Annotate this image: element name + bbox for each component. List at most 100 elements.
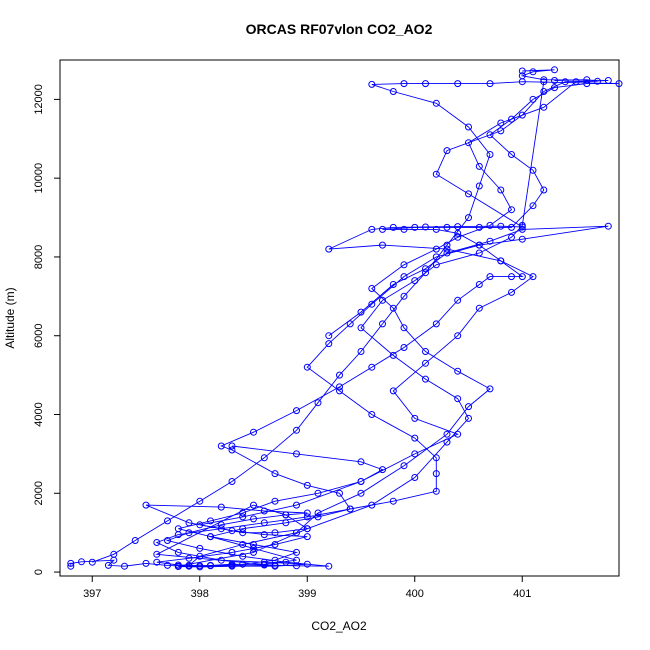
data-point — [411, 277, 419, 285]
data-point — [615, 80, 623, 88]
y-axis-label: Altitude (m) — [3, 287, 17, 348]
data-point — [443, 430, 451, 438]
data-point — [454, 223, 462, 231]
data-point — [196, 552, 204, 560]
data-point — [518, 235, 526, 243]
x-tick-label: 401 — [513, 588, 531, 600]
data-point — [250, 515, 257, 523]
data-point — [400, 324, 408, 332]
data-point — [357, 308, 365, 316]
data-point — [540, 103, 548, 111]
data-point — [454, 332, 462, 340]
data-point — [540, 186, 548, 194]
data-point — [110, 550, 118, 558]
data-point — [239, 529, 247, 537]
x-axis: 397 398 399 400 401 — [83, 575, 531, 600]
data-point — [121, 562, 128, 570]
data-point — [314, 399, 322, 407]
data-point — [293, 548, 300, 556]
data-point — [497, 186, 505, 194]
data-point — [508, 223, 515, 231]
data-point — [508, 233, 515, 241]
data-point — [153, 539, 161, 546]
data-point — [325, 332, 333, 340]
data-point — [164, 561, 171, 569]
data-point — [357, 478, 365, 485]
data-point — [185, 554, 193, 562]
data-point — [475, 182, 483, 190]
y-tick-label: 12000 — [33, 84, 45, 115]
y-tick-label: 6000 — [33, 323, 45, 347]
series-line — [155, 69, 609, 567]
data-point — [475, 241, 483, 249]
data-point — [389, 88, 397, 95]
data-point — [303, 560, 311, 568]
x-tick-label: 398 — [191, 588, 209, 600]
data-point — [303, 525, 311, 533]
data-point — [239, 509, 247, 517]
data-point — [88, 558, 96, 566]
data-point — [518, 225, 526, 233]
data-point — [594, 77, 601, 85]
y-axis: 0 2000 4000 6000 8000 10000 12000 — [33, 84, 61, 575]
data-point — [250, 544, 257, 552]
data-point — [346, 320, 354, 328]
data-point — [250, 428, 257, 436]
data-point — [336, 371, 343, 379]
data-point — [379, 466, 386, 474]
data-point — [497, 119, 505, 127]
data-point — [368, 300, 376, 308]
data-point — [217, 442, 225, 450]
data-point — [379, 241, 386, 249]
data-point — [432, 225, 440, 233]
data-point — [400, 462, 408, 470]
data-point — [411, 434, 419, 442]
data-point — [551, 66, 558, 74]
data-point — [389, 351, 397, 359]
data-point — [475, 281, 483, 288]
data-point — [540, 88, 548, 95]
series-line — [178, 81, 545, 567]
data-point — [325, 562, 333, 570]
data-point — [239, 513, 247, 521]
data-point — [282, 511, 290, 519]
chart-title: ORCAS RF07vlon CO2_AO2 — [246, 21, 433, 37]
data-point — [400, 292, 408, 300]
data-point — [196, 544, 204, 552]
data-point — [486, 273, 494, 281]
data-point — [400, 261, 408, 269]
data-point — [486, 237, 494, 245]
data-point — [250, 541, 257, 548]
data-point — [475, 223, 483, 231]
data-point — [250, 501, 257, 509]
data-point — [303, 481, 311, 489]
data-point — [465, 214, 472, 222]
data-point — [518, 67, 526, 75]
data-point — [432, 487, 440, 495]
data-point — [389, 497, 397, 505]
data-point — [368, 225, 376, 233]
data-point — [389, 281, 397, 288]
data-point — [432, 170, 440, 178]
data-point — [346, 505, 354, 513]
data-point — [518, 273, 526, 281]
data-point — [475, 304, 483, 312]
data-point — [379, 320, 386, 328]
data-point — [454, 395, 462, 403]
data-point — [432, 253, 440, 261]
data-point — [228, 442, 236, 450]
data-point — [207, 517, 214, 525]
y-tick-label: 8000 — [33, 245, 45, 269]
data-point — [432, 245, 440, 253]
data-point — [443, 223, 451, 231]
data-point — [422, 265, 429, 273]
data-point — [293, 426, 300, 434]
data-point — [389, 223, 397, 231]
data-point — [604, 77, 612, 84]
data-point — [486, 151, 494, 158]
data-point — [228, 446, 236, 454]
data-point — [196, 521, 204, 529]
data-point — [432, 320, 440, 328]
data-point — [443, 147, 451, 155]
